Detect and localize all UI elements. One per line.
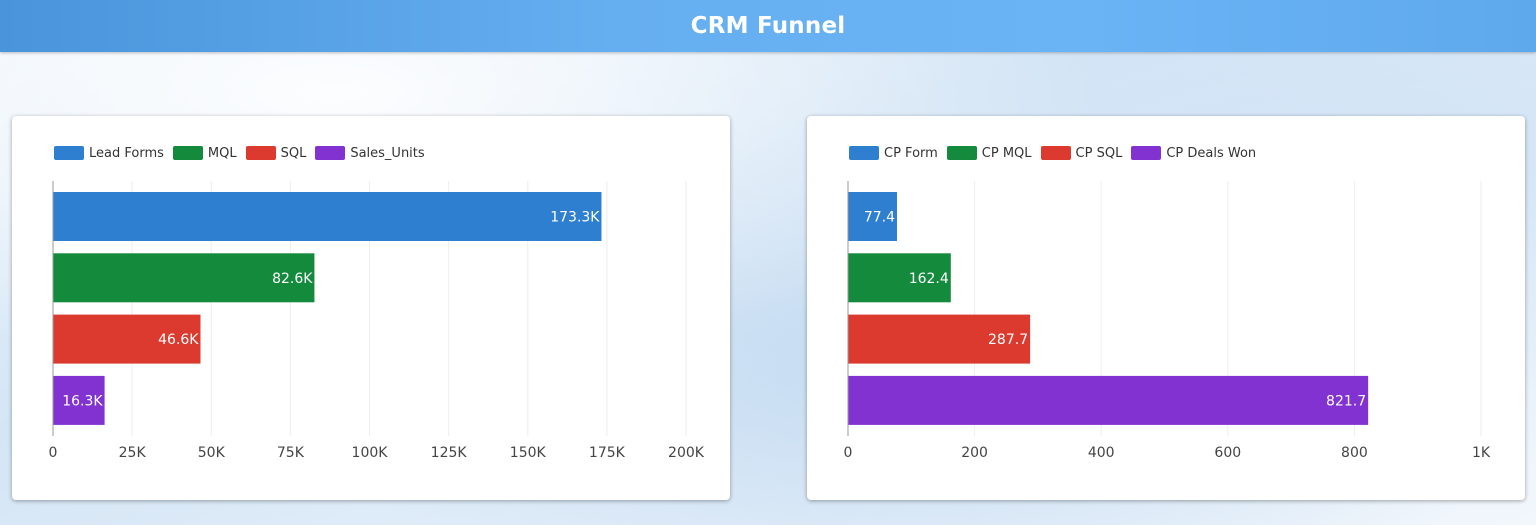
legend-item-lead-forms[interactable]: Lead Forms (54, 146, 164, 161)
data-label: 173.3K (550, 210, 600, 226)
dashboard-header: CRM Funnel (0, 0, 1536, 52)
legend-label: MQL (207, 145, 237, 161)
legend-item-cp-deals-won[interactable]: CP Deals Won (1131, 146, 1256, 161)
legend-swatch (1131, 146, 1162, 160)
x-tick-label: 0 (49, 445, 58, 461)
x-tick-label: 75K (277, 445, 305, 461)
bar-cp-deals-won[interactable] (848, 375, 1369, 425)
bar-mql[interactable] (53, 253, 315, 303)
x-tick-label: 25K (119, 445, 147, 461)
x-tick-label: 100K (352, 445, 389, 461)
legend-label: Lead Forms (89, 145, 164, 161)
x-tick-label: 50K (198, 445, 226, 461)
x-tick-label: 200K (668, 445, 705, 461)
legend-label: SQL (280, 145, 307, 161)
lead-volume-chart-card: Lead Forms MQL SQL Sales_Units 173.3K 82.6K 4… (12, 116, 730, 500)
chart-legend: CP Form CP MQL CP SQL CP Deals Won (849, 143, 1265, 163)
cost-per-stage-chart-card: CP Form CP MQL CP SQL CP Deals Won 77.4 162.… (807, 116, 1525, 500)
legend-swatch (946, 146, 977, 160)
legend-swatch (54, 146, 84, 160)
bar-cp-sql[interactable] (848, 314, 1031, 364)
bar-lead-forms[interactable] (53, 192, 602, 241)
x-tick-label: 175K (589, 445, 626, 461)
data-label: 287.7 (988, 332, 1028, 348)
legend-item-cp-sql[interactable]: CP SQL (1040, 145, 1123, 161)
lead-volume-bar-chart: 173.3K 82.6K 46.6K 16.3K 0 25K 50K 75K 100K 125K 1… (49, 181, 705, 461)
dashboard-title: CRM Funnel (690, 13, 846, 39)
legend-label: CP MQL (981, 145, 1032, 161)
data-label: 77.4 (864, 210, 895, 226)
data-label: 162.4 (909, 271, 949, 287)
x-tick-label: 150K (510, 445, 547, 461)
data-label: 16.3K (62, 393, 103, 409)
x-tick-label: 1K (1472, 445, 1491, 461)
legend-swatch (849, 146, 879, 160)
legend-swatch (245, 146, 276, 160)
chart-legend: Lead Forms MQL SQL Sales_Units (54, 143, 434, 163)
bar-sales-units[interactable] (53, 375, 105, 425)
data-label: 82.6K (272, 271, 313, 287)
legend-label: CP Form (884, 145, 938, 161)
x-tick-label: 800 (1341, 445, 1368, 461)
bar-sql[interactable] (53, 314, 201, 364)
legend-label: Sales_Units (350, 145, 425, 161)
legend-item-sales-units[interactable]: Sales_Units (315, 145, 425, 161)
legend-label: CP Deals Won (1166, 145, 1257, 161)
x-tick-label: 0 (844, 445, 853, 461)
legend-item-cp-form[interactable]: CP Form (849, 146, 938, 161)
bar-cp-form[interactable] (848, 192, 897, 241)
x-tick-label: 600 (1214, 445, 1241, 461)
data-label: 46.6K (158, 332, 199, 348)
legend-item-mql[interactable]: MQL (172, 145, 237, 161)
x-tick-label: 200 (961, 445, 988, 461)
legend-swatch (172, 146, 203, 160)
x-tick-label: 125K (431, 445, 468, 461)
bar-cp-mql[interactable] (848, 253, 951, 303)
legend-label: CP SQL (1075, 145, 1123, 161)
legend-item-sql[interactable]: SQL (245, 145, 307, 161)
data-label: 821.7 (1326, 393, 1366, 409)
x-tick-label: 400 (1088, 445, 1115, 461)
legend-item-cp-mql[interactable]: CP MQL (946, 145, 1032, 161)
cost-per-stage-bar-chart: 77.4 162.4 287.7 821.7 0 200 400 600 800 1K (844, 181, 1491, 461)
legend-swatch (1040, 146, 1071, 160)
legend-swatch (315, 146, 346, 160)
